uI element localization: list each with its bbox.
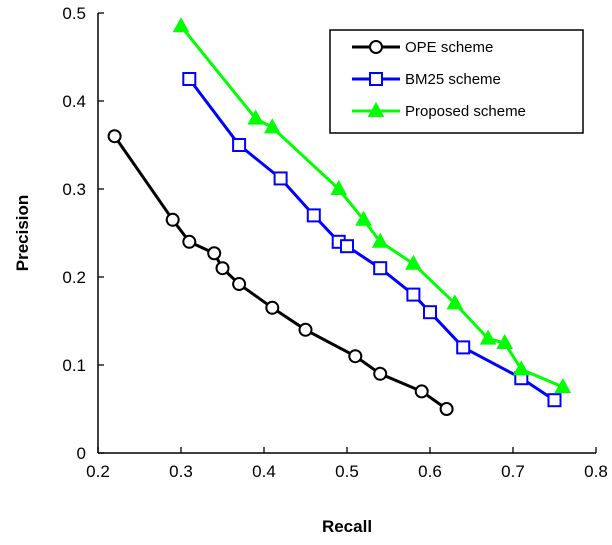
data-point-proposed-scheme [479,329,497,345]
data-point-proposed-scheme [355,210,372,226]
legend-label-ope-scheme: OPE scheme [405,39,493,56]
legend-marker-ope-scheme [369,40,383,54]
series-layer [107,17,572,416]
series-ope-scheme [107,129,454,416]
data-point-bm25-scheme [232,138,247,152]
x-tick-label: 0.3 [169,462,193,481]
data-point-proposed-scheme [554,377,572,393]
data-point-ope-scheme [165,212,180,227]
data-point-bm25-scheme [273,171,288,186]
data-point-bm25-scheme [340,239,354,254]
y-tick-label: 0.5 [62,4,86,23]
y-tick-label: 0.4 [62,92,86,111]
data-point-ope-scheme [298,322,313,337]
legend-label-bm25-scheme: BM25 scheme [405,71,501,88]
data-point-ope-scheme [439,402,454,416]
x-tick-label: 0.7 [501,462,525,481]
data-point-proposed-scheme [512,360,530,376]
data-point-proposed-scheme [263,118,281,134]
axis-ticks: 0.2 0.3 0.4 0.5 0.6 0.7 0.8 0 0.1 0.2 0.3 0.4 0.5 [62,4,607,481]
data-point-bm25-scheme [306,208,321,223]
legend-marker-proposed-scheme [367,101,385,117]
data-point-ope-scheme [348,349,363,364]
data-point-ope-scheme [232,277,247,292]
y-tick-label: 0.3 [62,180,86,199]
x-tick-label: 0.8 [584,462,608,481]
y-tick-label: 0.2 [62,268,86,287]
data-point-bm25-scheme [182,72,197,86]
data-point-proposed-scheme [330,179,348,195]
data-point-proposed-scheme [247,109,265,125]
x-axis-title: Recall [322,517,372,536]
data-point-bm25-scheme [456,340,471,355]
data-point-ope-scheme [414,384,429,399]
data-point-proposed-scheme [371,232,389,248]
legend-label-proposed-scheme: Proposed scheme [405,103,526,120]
x-tick-label: 0.5 [335,462,359,481]
data-point-ope-scheme [182,234,197,249]
data-point-ope-scheme [215,261,230,276]
series-bm25-scheme [182,72,562,408]
legend-marker-bm25-scheme [369,72,383,86]
data-point-ope-scheme [265,300,280,315]
data-point-bm25-scheme [547,393,562,408]
data-point-proposed-scheme [446,294,464,310]
x-tick-label: 0.6 [418,462,442,481]
data-point-proposed-scheme [496,333,514,349]
data-point-proposed-scheme [172,17,190,33]
x-tick-label: 0.4 [252,462,276,481]
data-point-ope-scheme [207,246,222,261]
data-point-proposed-scheme [405,254,422,270]
data-point-bm25-scheme [423,305,437,320]
y-axis-title: Precision [13,195,32,272]
legend: OPE scheme BM25 scheme Proposed scheme [329,29,584,134]
data-point-bm25-scheme [406,287,421,302]
y-tick-label: 0 [77,444,86,463]
x-tick-label: 0.2 [86,462,110,481]
data-point-ope-scheme [373,366,388,381]
series-proposed-scheme [172,17,572,393]
data-point-ope-scheme [107,129,122,144]
data-point-bm25-scheme [373,261,388,276]
y-tick-label: 0.1 [62,356,86,375]
